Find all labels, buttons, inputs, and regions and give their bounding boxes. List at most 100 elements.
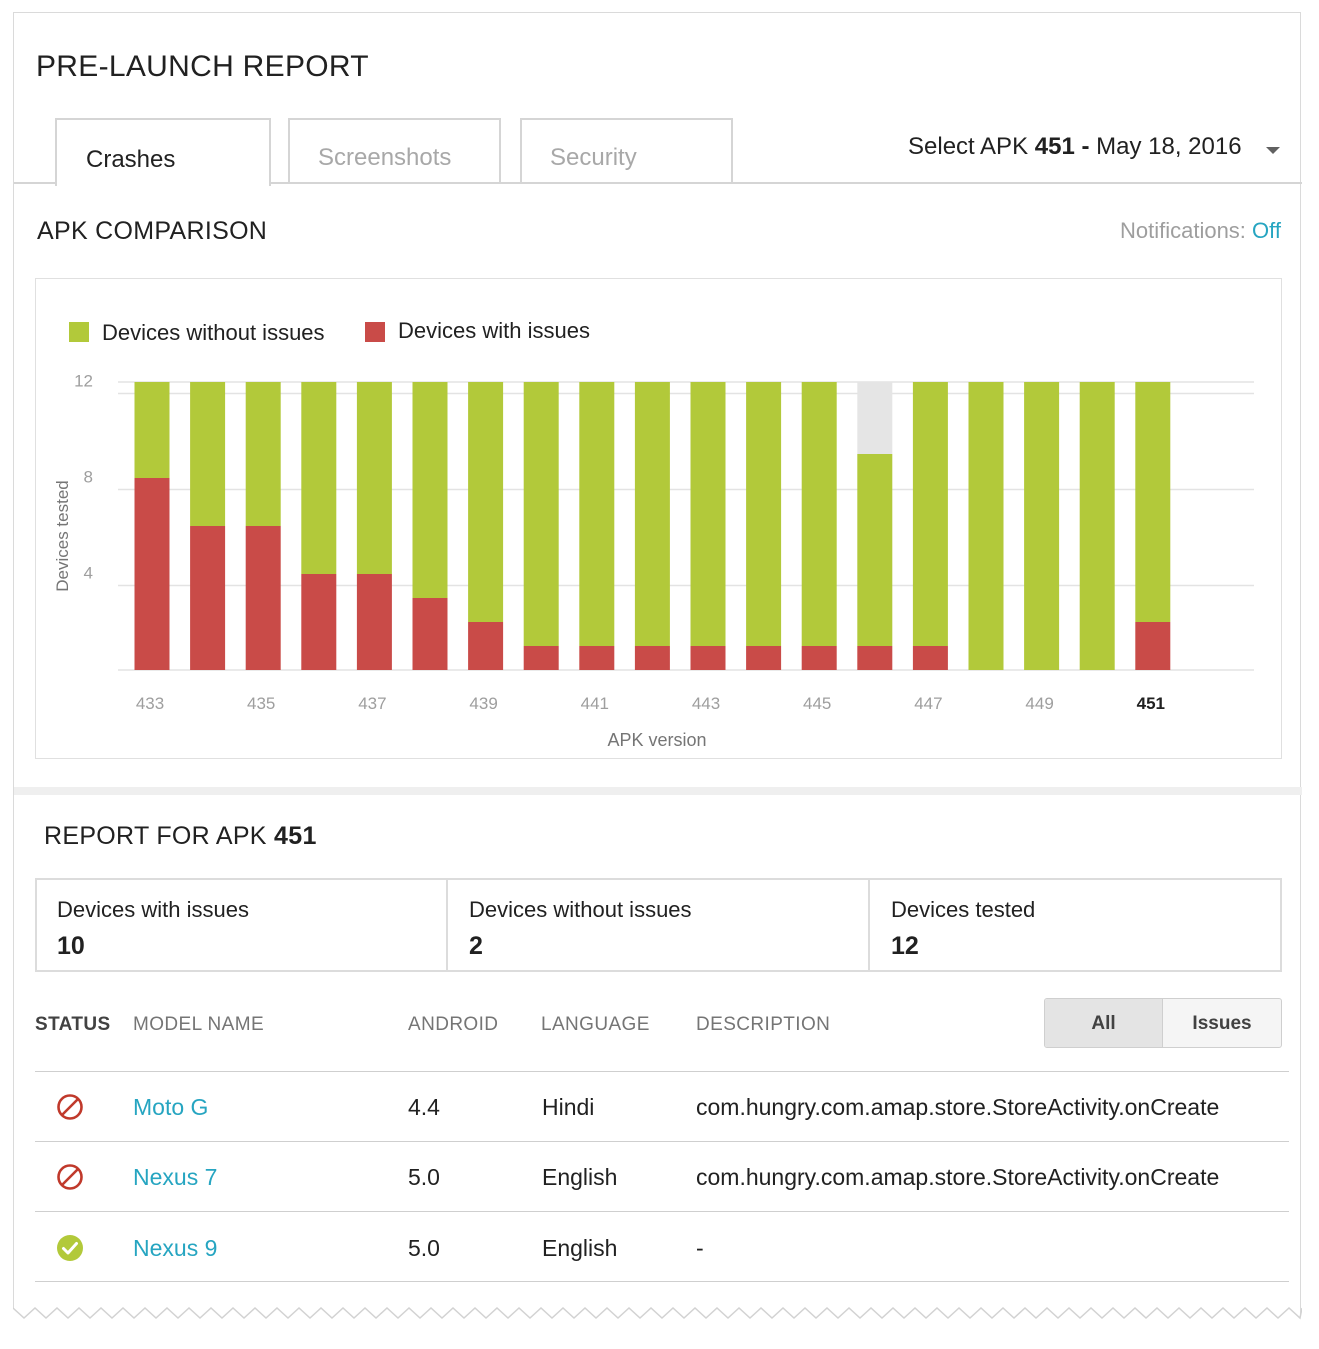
bar-without-issues (1024, 382, 1060, 670)
x-tick-label: 437 (358, 694, 386, 713)
bar-with-issues (468, 622, 504, 670)
blocked-icon (57, 1164, 83, 1190)
bar-with-issues (523, 646, 559, 670)
stat-label: Devices tested (891, 897, 1036, 922)
apk-select-number: 451 (1034, 133, 1075, 160)
bar-untested (857, 382, 893, 454)
description: - (696, 1235, 704, 1261)
filter-issues-button[interactable]: Issues (1192, 1013, 1252, 1034)
column-header-description[interactable]: DESCRIPTION (696, 1014, 831, 1035)
report-stats: Devices with issues 10 Devices without i… (35, 878, 1282, 972)
column-header-language[interactable]: LANGUAGE (541, 1014, 650, 1035)
legend-swatch-with-issues (365, 322, 385, 342)
android-version: 5.0 (408, 1164, 440, 1190)
language: English (542, 1235, 618, 1261)
column-header-status[interactable]: STATUS (35, 1014, 111, 1035)
android-version: 5.0 (408, 1235, 440, 1261)
bar-without-issues (301, 382, 337, 574)
bar-chart-svg: 4 8 12 Devices tested 433 435 437 439 441 443 445 4… (53, 372, 1254, 750)
bar-without-issues (746, 382, 782, 646)
legend-label-with-issues: Devices with issues (398, 318, 590, 343)
android-version: 4.4 (408, 1094, 440, 1120)
apk-select-date: May 18, 2016 (1096, 133, 1242, 160)
row-divider (35, 1141, 1289, 1142)
row-divider (35, 1281, 1289, 1282)
bar-with-issues (912, 646, 948, 670)
stat-devices-tested: Devices tested 12 (870, 880, 1280, 970)
notifications-setting: Notifications: Off (1120, 218, 1281, 244)
report-title: REPORT FOR APK 451 (44, 822, 317, 851)
x-tick-label: 433 (136, 694, 164, 713)
report-title-prefix: REPORT FOR APK (44, 822, 267, 850)
apk-select-prefix: Select APK (908, 133, 1029, 160)
y-axis-label: Devices tested (53, 480, 72, 592)
bar-with-issues (356, 574, 392, 670)
bar-without-issues (245, 382, 281, 526)
tab-screenshots[interactable]: Screenshots (288, 118, 501, 182)
legend-label-without-issues: Devices without issues (102, 320, 325, 345)
torn-edge-line (13, 1306, 1302, 1320)
apk-select-separator: - (1081, 133, 1090, 160)
stat-divider (446, 880, 448, 970)
description: com.hungry.com.amap.store.StoreActivity.… (696, 1094, 1220, 1120)
bar-without-issues (634, 382, 670, 646)
x-axis-label: APK version (607, 730, 706, 750)
stat-label: Devices with issues (57, 897, 249, 922)
filter-all-button[interactable]: All (1045, 999, 1163, 1047)
stat-value: 10 (57, 932, 85, 960)
bar-with-issues (301, 574, 337, 670)
filter-toggle: All Issues (1044, 998, 1282, 1048)
section-divider (14, 787, 1302, 795)
chevron-down-icon[interactable] (1266, 147, 1280, 154)
x-tick-label: 435 (247, 694, 275, 713)
bar-with-issues (190, 526, 226, 670)
bar-without-issues (468, 382, 504, 622)
x-tick-label: 451 (1137, 694, 1165, 713)
x-tick-label: 447 (914, 694, 942, 713)
bar-with-issues (746, 646, 782, 670)
stat-devices-without-issues: Devices without issues 2 (448, 880, 868, 970)
table-header-divider (35, 1071, 1289, 1072)
stat-value: 2 (469, 932, 483, 960)
x-tick-label: 449 (1025, 694, 1053, 713)
bar-without-issues (356, 382, 392, 574)
bar-with-issues (579, 646, 615, 670)
row-divider (35, 1211, 1289, 1212)
bar-without-issues (134, 382, 170, 478)
stat-devices-with-issues: Devices with issues 10 (37, 880, 447, 970)
bar-without-issues (912, 382, 948, 646)
tab-security[interactable]: Security (520, 118, 733, 182)
tab-crashes[interactable]: Crashes (55, 118, 271, 186)
bar-without-issues (523, 382, 559, 646)
apk-select-dropdown[interactable]: Select APK 451 - May 18, 2016 (908, 133, 1242, 161)
x-tick-label: 443 (692, 694, 720, 713)
tabs-divider (14, 182, 1302, 184)
stat-divider (868, 880, 870, 970)
tab-screenshots-label: Screenshots (318, 144, 452, 171)
y-tick-label: 4 (84, 564, 93, 583)
column-header-android[interactable]: ANDROID (408, 1014, 499, 1035)
report-title-apk: 451 (274, 822, 317, 850)
bar-with-issues (857, 646, 893, 670)
x-tick-label: 441 (581, 694, 609, 713)
x-tick-label: 439 (469, 694, 497, 713)
legend-swatch-without-issues (69, 322, 89, 342)
check-circle-icon (57, 1235, 83, 1261)
bar-without-issues (690, 382, 726, 646)
bar-without-issues (412, 382, 448, 598)
model-name-link[interactable]: Moto G (133, 1094, 209, 1120)
notifications-label: Notifications: (1119, 218, 1246, 243)
bar-without-issues (801, 382, 837, 646)
bar-without-issues (857, 454, 893, 646)
apk-comparison-title: APK COMPARISON (37, 217, 268, 245)
model-name-link[interactable]: Nexus 7 (133, 1164, 218, 1190)
bar-without-issues (1079, 382, 1115, 670)
column-header-model-name[interactable]: MODEL NAME (133, 1014, 265, 1035)
model-name-link[interactable]: Nexus 9 (133, 1235, 218, 1261)
tab-security-label: Security (550, 144, 637, 171)
notifications-toggle-link[interactable]: Off (1252, 218, 1281, 243)
bar-with-issues (634, 646, 670, 670)
y-tick-label: 12 (74, 372, 93, 391)
torn-edge-fill (13, 1308, 1302, 1324)
apk-comparison-chart: Devices without issues Devices with issu… (35, 278, 1282, 759)
